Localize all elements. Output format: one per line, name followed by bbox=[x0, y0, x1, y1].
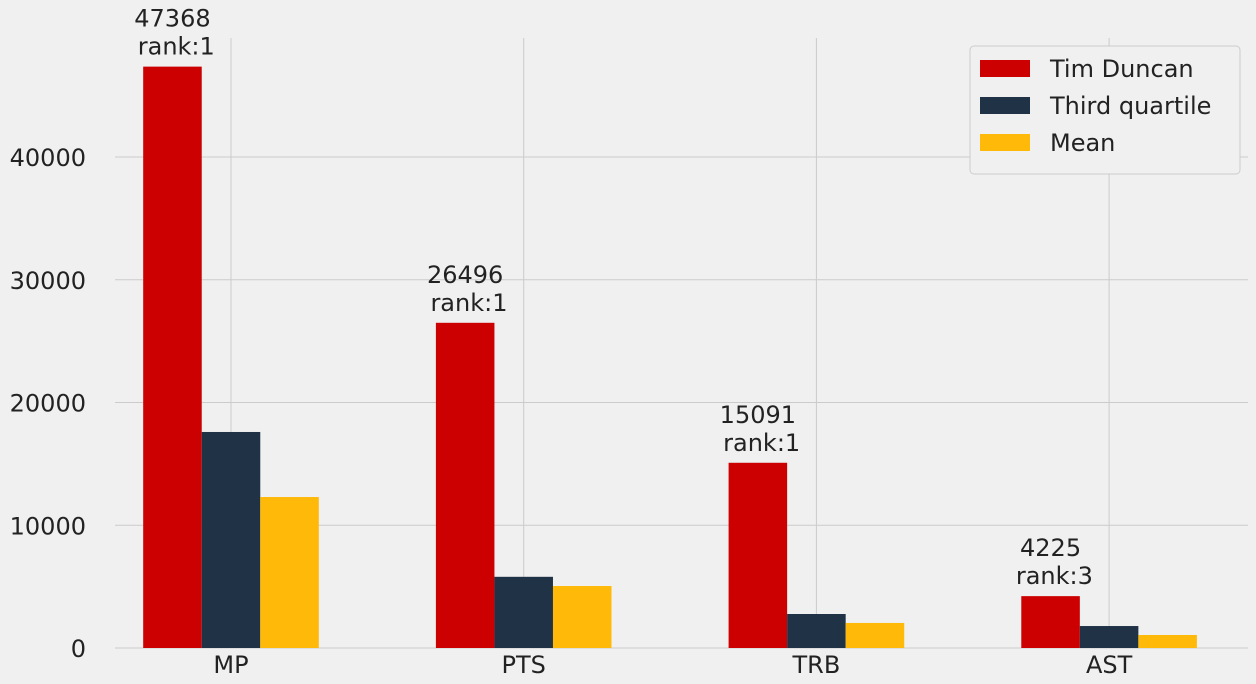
data-label: 26496 rank:1 bbox=[423, 261, 508, 317]
bar bbox=[1138, 634, 1197, 648]
bar bbox=[1021, 596, 1080, 648]
x-tick-label: MP bbox=[213, 651, 248, 679]
y-tick-label: 0 bbox=[71, 635, 86, 663]
legend: Tim Duncan Third quartile Mean bbox=[969, 45, 1241, 175]
legend-label: Mean bbox=[1050, 129, 1115, 157]
y-tick-label: 40000 bbox=[10, 144, 86, 172]
legend-label: Third quartile bbox=[1049, 92, 1211, 120]
x-tick-label: TRB bbox=[791, 651, 840, 679]
bar bbox=[728, 462, 788, 648]
y-tick-label: 10000 bbox=[10, 512, 86, 540]
x-tick-label: PTS bbox=[502, 651, 546, 679]
y-tick-label: 30000 bbox=[10, 267, 86, 295]
bar bbox=[787, 614, 846, 648]
legend-swatch bbox=[980, 134, 1030, 151]
data-label: 47368 rank:1 bbox=[130, 5, 215, 61]
bar bbox=[260, 497, 319, 648]
bar bbox=[201, 431, 261, 648]
bar bbox=[1079, 626, 1139, 648]
legend-box bbox=[969, 45, 1241, 175]
data-label: 15091 rank:1 bbox=[716, 401, 801, 457]
bar bbox=[845, 622, 905, 648]
bar bbox=[552, 586, 612, 648]
y-tick-label: 20000 bbox=[10, 390, 86, 418]
x-tick-label: AST bbox=[1086, 651, 1133, 679]
legend-swatch bbox=[980, 97, 1030, 114]
data-label: 4225 rank:3 bbox=[1008, 534, 1093, 590]
bar bbox=[494, 576, 553, 648]
bar bbox=[143, 66, 202, 648]
bar bbox=[435, 322, 495, 648]
legend-label: Tim Duncan bbox=[1049, 55, 1194, 83]
legend-swatch bbox=[980, 60, 1030, 77]
